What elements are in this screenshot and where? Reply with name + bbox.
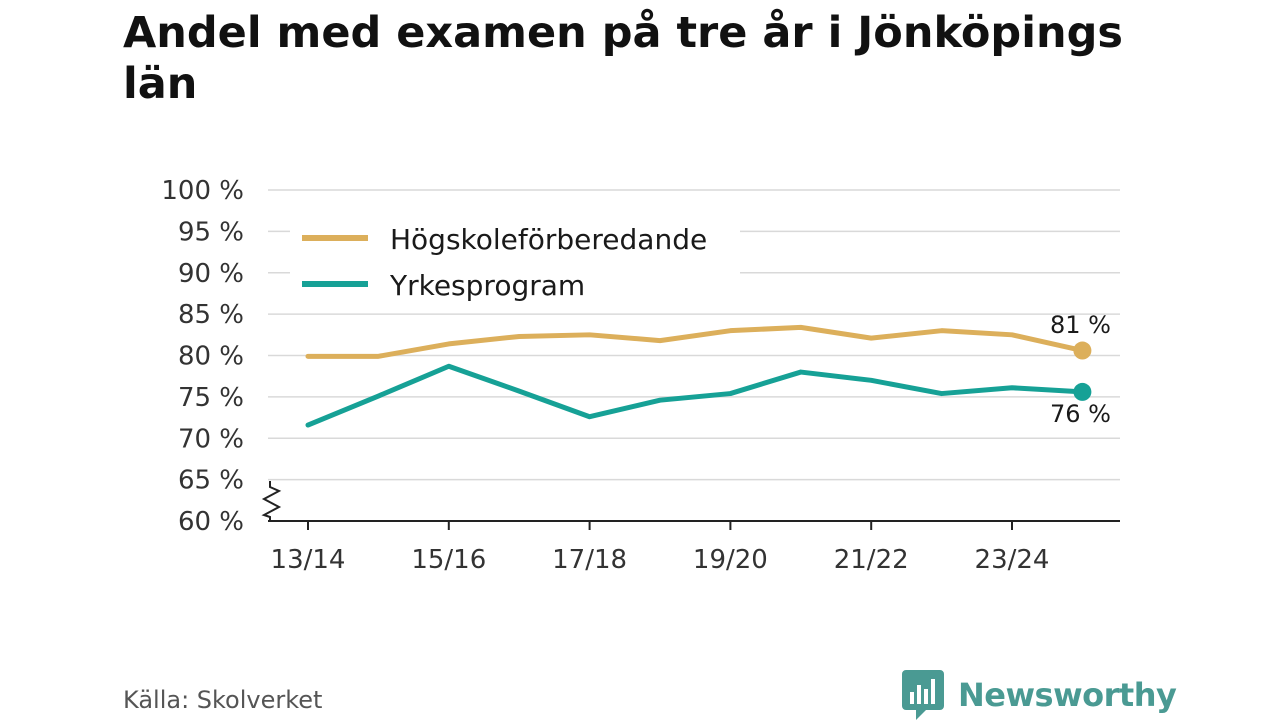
x-tick-label-17/18: 17/18 [552, 545, 627, 575]
brand-name: Newsworthy [958, 676, 1177, 714]
x-axis-ticks: 13/14 15/16 17/18 19/20 21/22 23/24 [271, 521, 1050, 575]
axes [261, 481, 1120, 522]
y-tick-label-65: 65 % [178, 466, 244, 496]
series-line-yrkes [305, 363, 1085, 428]
legend-label-yrkes: Yrkesprogram [389, 269, 585, 302]
y-axis-tick-labels: 60 % 65 % 70 % 75 % 80 % 85 % 90 % 95 % 100 % [161, 176, 244, 537]
y-tick-label-90: 90 % [178, 259, 244, 289]
x-tick-label-21/22: 21/22 [834, 545, 909, 575]
axis-break-symbol [261, 481, 282, 521]
brand-logo: Newsworthy [902, 670, 1177, 720]
y-tick-label-70: 70 % [178, 424, 244, 454]
legend: Högskoleförberedande Yrkesprogram [290, 214, 740, 312]
y-tick-label-100: 100 % [161, 176, 244, 206]
x-tick-label-15/16: 15/16 [411, 545, 486, 575]
end-point-hogskole [1073, 341, 1092, 360]
y-tick-label-80: 80 % [178, 342, 244, 372]
end-labels: 81 % 76 % [1050, 311, 1111, 428]
series-line-hogskole [305, 324, 1085, 359]
end-label-hogskole: 81 % [1050, 311, 1111, 339]
y-tick-label-95: 95 % [178, 217, 244, 247]
end-label-yrkes: 76 % [1050, 400, 1111, 428]
legend-label-hogskole: Högskoleförberedande [390, 223, 707, 256]
x-tick-label-23/24: 23/24 [975, 545, 1050, 575]
y-tick-label-75: 75 % [178, 383, 244, 413]
chart-title: Andel med examen på tre år i Jönköpings … [123, 8, 1123, 109]
end-point-yrkes [1073, 382, 1092, 401]
x-tick-label-13/14: 13/14 [271, 545, 346, 575]
newsworthy-logo-icon [902, 670, 944, 720]
x-tick-label-19/20: 19/20 [693, 545, 768, 575]
source-note: Källa: Skolverket [123, 686, 323, 714]
y-tick-label-85: 85 % [178, 300, 244, 330]
y-tick-label-60: 60 % [178, 507, 244, 537]
legend-background [290, 214, 740, 312]
series [305, 324, 1092, 428]
